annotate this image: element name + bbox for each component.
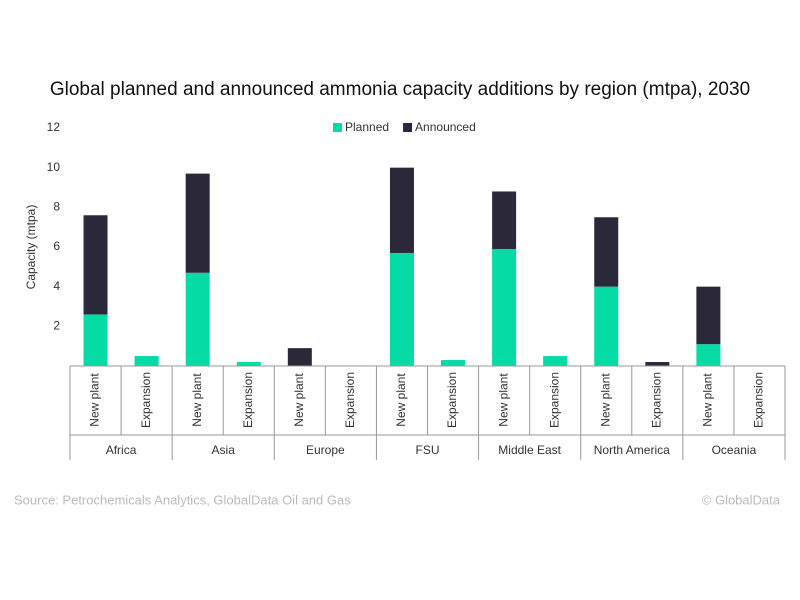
x-tick-label: New plant [190,373,204,427]
source-note: Source: Petrochemicals Analytics, Global… [14,492,351,507]
bar-segment [83,314,108,366]
x-tick-label: Expansion [547,372,561,428]
group-label: Oceania [712,443,757,457]
bar-segment [236,362,261,366]
bar-segment [389,167,414,253]
bar-segment [696,286,721,345]
bar-segment [287,348,312,366]
x-tick-label: Expansion [241,372,255,428]
group-label: North America [594,443,670,457]
bar-segment [492,191,517,249]
y-tick-label: 6 [53,239,60,253]
bar-segment [134,356,159,366]
bar-segment [594,286,619,366]
y-tick-label: 4 [53,279,60,293]
legend-label: Planned [345,120,389,134]
bar-segment [389,252,414,366]
bar-segment [185,272,210,366]
bar-segment [696,344,721,366]
x-tick-label: New plant [292,373,306,427]
bar-segment [645,362,670,366]
x-tick-label: New plant [496,373,510,427]
bar-segment [83,215,108,315]
x-tick-label: New plant [701,373,715,427]
x-tick-label: Expansion [139,372,153,428]
y-tick-label: 10 [47,160,61,174]
x-tick-label: Expansion [343,372,357,428]
x-tick-label: Expansion [752,372,766,428]
y-axis-label: Capacity (mtpa) [24,205,38,290]
bar-segment [185,173,210,273]
bar-segment [543,356,568,366]
x-tick-label: Expansion [445,372,459,428]
bar-segment [594,217,619,287]
legend-label: Announced [415,120,476,134]
legend-swatch [333,123,342,132]
y-tick-label: 12 [47,120,61,134]
y-tick-label: 8 [53,200,60,214]
chart-title: Global planned and announced ammonia cap… [50,79,750,100]
bar-segment [492,248,517,366]
group-label: Europe [306,443,345,457]
x-tick-label: New plant [88,373,102,427]
group-label: Africa [106,443,137,457]
bar-segment [441,360,466,366]
group-label: Asia [212,443,236,457]
x-tick-label: New plant [394,373,408,427]
x-tick-label: New plant [598,373,612,427]
group-label: Middle East [498,443,561,457]
legend-swatch [403,123,413,132]
y-tick-label: 2 [53,319,60,333]
group-label: FSU [416,443,440,457]
x-tick-label: Expansion [649,372,663,428]
credit: © GlobalData [702,492,781,507]
